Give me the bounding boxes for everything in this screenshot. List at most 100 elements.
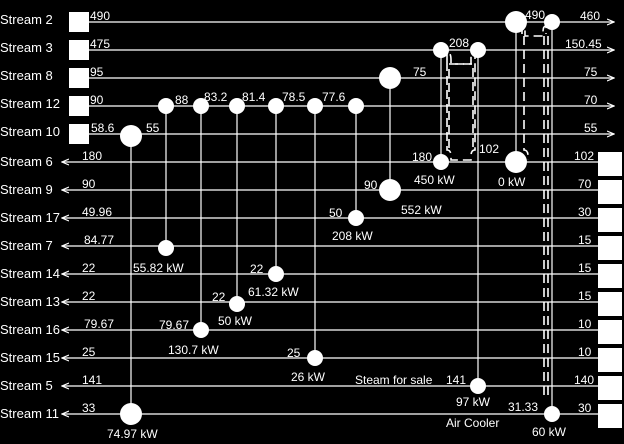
exchanger-node [193, 322, 209, 338]
stream-row-6: Stream 6 102 180 [0, 149, 622, 176]
stream-row-8: Stream 8 95 75 [0, 65, 614, 88]
supply-temp: 30 [578, 401, 592, 415]
supply-temp: 90 [90, 93, 104, 107]
target-temp: 22 [82, 289, 96, 303]
stream-label: Stream 15 [0, 350, 60, 365]
supply-temp: 15 [578, 289, 592, 303]
split-bracket [523, 36, 529, 160]
exchanger-node [379, 179, 401, 201]
supply-temp: 490 [90, 9, 110, 23]
exchanger-node [158, 98, 174, 114]
interval-temp: 81.4 [242, 90, 266, 104]
exchanger-node [544, 14, 560, 30]
target-temp: 49.96 [82, 205, 112, 219]
exchanger-duty: 208 kW [332, 229, 373, 243]
supply-temp: 70 [578, 177, 592, 191]
stream-box [69, 124, 89, 144]
exchanger-node [470, 42, 486, 58]
exchanger-temp: 208 [449, 36, 469, 50]
supply-temp: 15 [578, 233, 592, 247]
stream-box [69, 68, 89, 88]
supply-temp: 58.6 [91, 121, 115, 135]
exchanger-node [120, 403, 142, 425]
exchanger-node [158, 240, 174, 256]
interval-temp: 83.2 [204, 90, 228, 104]
supply-temp: 140 [574, 373, 594, 387]
supply-temp: 475 [90, 37, 110, 51]
stream-box [598, 264, 622, 288]
supply-temp: 15 [578, 261, 592, 275]
exchanger-node [505, 11, 527, 33]
exchanger-duty: 26 kW [291, 370, 326, 384]
stream-box [69, 40, 89, 60]
exchanger-node [307, 98, 323, 114]
steam-for-sale-note: Steam for sale [355, 373, 433, 387]
interval-temp: 78.5 [282, 90, 306, 104]
stream-box [69, 96, 89, 116]
stream-label: Stream 3 [0, 40, 53, 55]
exchanger-duty: 0 kW [498, 175, 526, 189]
exchanger-duty: 97 kW [456, 395, 491, 409]
stream-row-14: Stream 14 15 22 [0, 261, 622, 288]
exchanger-node [433, 154, 449, 170]
stream-box [598, 292, 622, 316]
exchanger-temp: 75 [413, 65, 427, 79]
exchanger-duty: 130.7 kW [168, 343, 219, 357]
stream-box [598, 180, 622, 204]
exchanger-temp: 22 [212, 290, 226, 304]
exchanger-duty: 450 kW [414, 173, 455, 187]
stream-row-7: Stream 7 15 84.77 [0, 233, 622, 260]
exchanger-temp: 79.67 [159, 318, 189, 332]
exchanger-temp: 25 [287, 346, 301, 360]
exchanger-node [470, 378, 486, 394]
target-temp: 141 [82, 373, 102, 387]
stream-label: Stream 16 [0, 322, 60, 337]
target-temp: 75 [584, 65, 598, 79]
exchanger-node [268, 98, 284, 114]
exchanger-node [229, 296, 245, 312]
stream-label: Stream 9 [0, 182, 53, 197]
exchanger-temp: 55 [146, 121, 160, 135]
exchanger-node [433, 42, 449, 58]
exchanger-duty: 61.32 kW [248, 285, 299, 299]
stream-label: Stream 10 [0, 124, 60, 139]
exchanger-duty: 60 kW [532, 425, 567, 439]
split-bracket [446, 51, 476, 65]
exchanger-duty: 55.82 kW [133, 261, 184, 275]
stream-label: Stream 7 [0, 238, 53, 253]
target-temp: 25 [82, 345, 96, 359]
exchanger-node [307, 350, 323, 366]
stream-row-15: Stream 15 10 25 [0, 345, 622, 372]
split-bracket [448, 63, 474, 148]
stream-label: Stream 11 [0, 406, 59, 421]
target-temp: 180 [82, 149, 102, 163]
stream-label: Stream 8 [0, 68, 53, 83]
exchanger-node [348, 98, 364, 114]
target-temp: 90 [82, 177, 96, 191]
exchanger-temp: 31.33 [508, 400, 538, 414]
exchanger-node [229, 98, 245, 114]
split-bracket [446, 62, 476, 161]
target-temp: 150.45 [565, 37, 602, 51]
exchanger-node [193, 98, 209, 114]
stream-row-10: Stream 10 58.6 55 [0, 121, 614, 144]
supply-temp: 10 [578, 317, 592, 331]
supply-temp: 102 [574, 149, 594, 163]
stream-label: Stream 14 [0, 266, 60, 281]
exchanger-temp: 180 [412, 150, 432, 164]
supply-temp: 30 [578, 205, 592, 219]
exchanger-temp: 490 [525, 8, 545, 22]
target-temp: 22 [82, 261, 96, 275]
exchanger-temp: 102 [479, 142, 499, 156]
stream-row-16: Stream 16 10 79.67 [0, 317, 622, 344]
stream-label: Stream 2 [0, 12, 53, 27]
exchanger-node [348, 210, 364, 226]
exchanger-node [120, 125, 142, 147]
stream-box [598, 236, 622, 260]
stream-row-11: Stream 11 30 33 [0, 401, 622, 428]
stream-label: Stream 17 [0, 210, 60, 225]
target-temp: 55 [584, 121, 598, 135]
exchanger-temp: 50 [329, 206, 343, 220]
stream-row-12: Stream 12 90 70 [0, 93, 614, 116]
